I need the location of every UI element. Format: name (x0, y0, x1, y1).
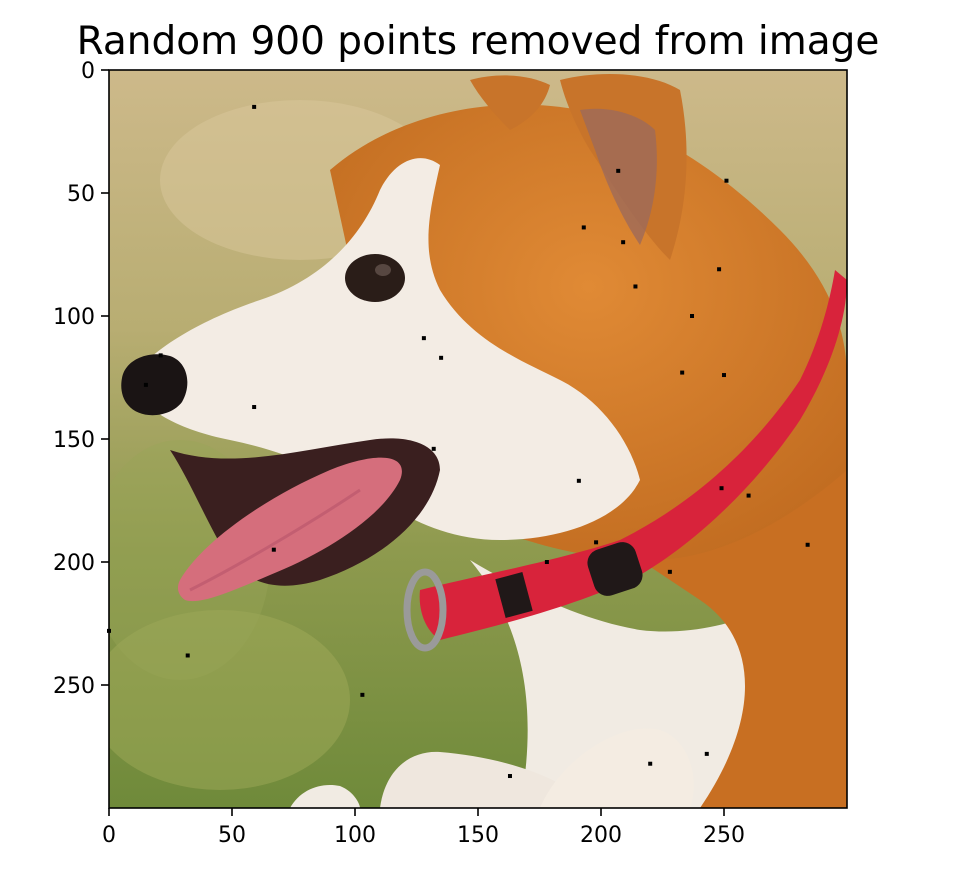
y-tick-label: 50 (67, 182, 95, 207)
removed-point (667, 569, 672, 574)
removed-point (158, 353, 163, 358)
x-tick-label: 100 (334, 823, 376, 848)
removed-point (271, 547, 276, 552)
removed-point (252, 405, 257, 410)
removed-point (690, 314, 695, 318)
removed-point (719, 486, 724, 491)
removed-point (507, 774, 512, 779)
y-axis: 0 50 100 150 200 250 (53, 59, 109, 699)
removed-point (805, 542, 810, 547)
x-axis: 0 50 100 150 200 250 (102, 808, 745, 848)
removed-point (576, 478, 581, 483)
x-tick-label: 0 (102, 823, 116, 848)
removed-point (724, 178, 729, 183)
removed-point (360, 692, 365, 697)
corgi-dog-photo (109, 70, 847, 808)
removed-point (439, 355, 444, 360)
removed-point (648, 761, 653, 766)
x-tick-label: 50 (218, 823, 246, 848)
y-tick-label: 250 (53, 674, 95, 699)
removed-point (717, 267, 722, 272)
removed-point (143, 382, 148, 387)
chart-title: Random 900 points removed from image (77, 19, 880, 64)
removed-point (252, 104, 257, 109)
y-tick-label: 100 (53, 305, 95, 330)
removed-point (544, 560, 549, 564)
removed-points-layer (107, 104, 810, 779)
removed-point (704, 751, 709, 756)
x-tick-label: 150 (457, 823, 499, 848)
removed-point (616, 168, 621, 173)
y-tick-label: 0 (81, 59, 95, 84)
removed-point (581, 225, 586, 230)
y-tick-label: 200 (53, 551, 95, 576)
removed-point (594, 540, 599, 545)
removed-point (185, 653, 190, 658)
removed-point (421, 336, 426, 341)
y-tick-label: 150 (53, 428, 95, 453)
x-tick-label: 250 (703, 823, 745, 848)
removed-point (746, 493, 751, 498)
removed-point (680, 370, 685, 375)
removed-point (431, 446, 436, 451)
removed-point (621, 240, 626, 245)
removed-point (633, 284, 638, 289)
x-tick-label: 200 (580, 823, 622, 848)
removed-point (722, 373, 726, 378)
